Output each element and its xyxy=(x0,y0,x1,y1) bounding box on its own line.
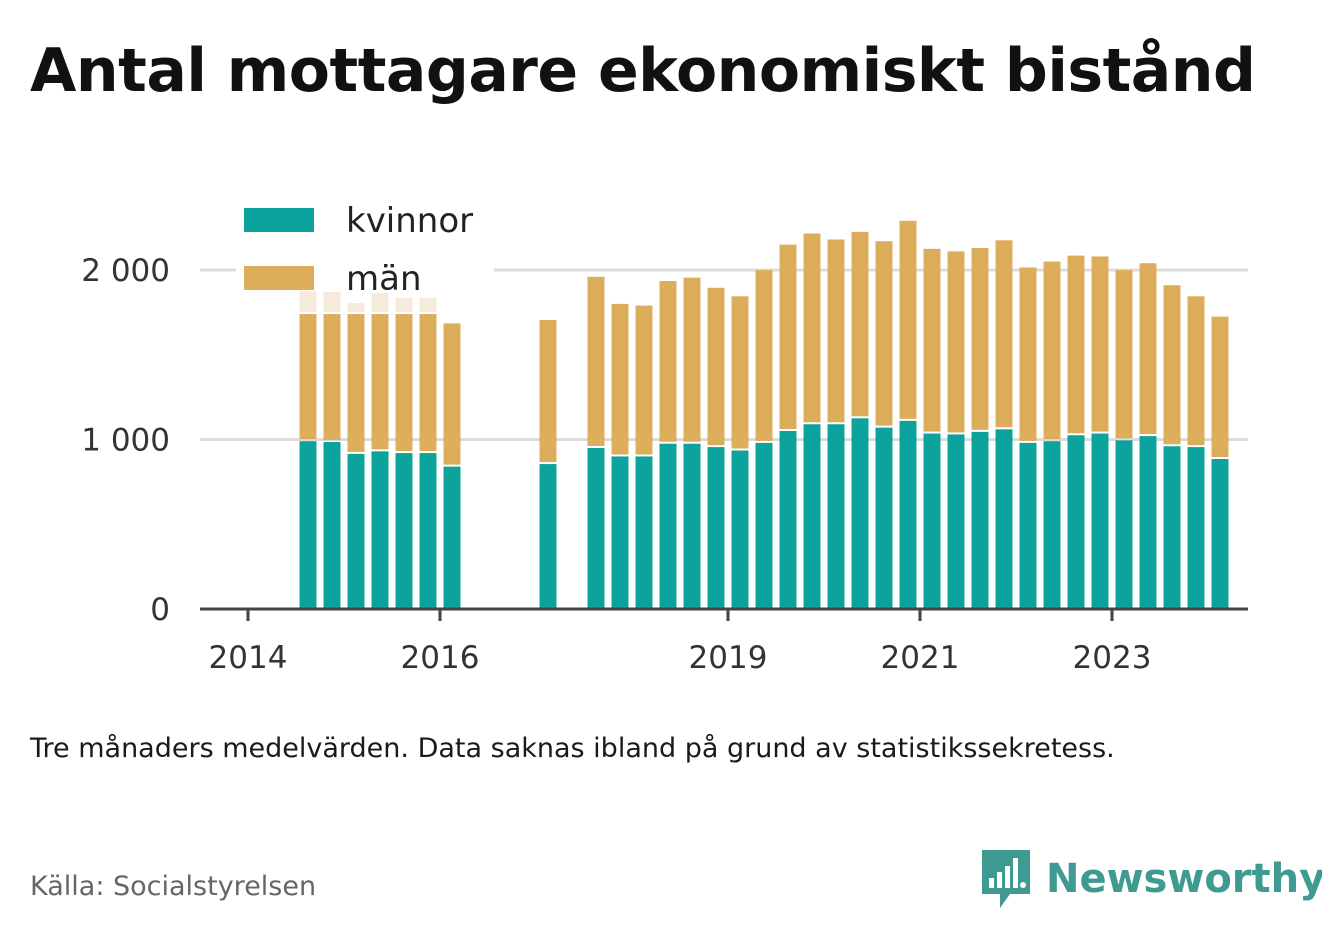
y-tick-label: 1 000 xyxy=(81,423,170,459)
chart-source: Källa: Socialstyrelsen xyxy=(30,871,317,902)
y-tick-label: 2 000 xyxy=(81,253,170,289)
bar-man xyxy=(803,233,821,423)
bar-man xyxy=(1115,270,1133,439)
bar-kvinnor xyxy=(803,424,821,609)
bar-kvinnor xyxy=(347,453,365,609)
bar-man xyxy=(587,276,605,446)
bar-kvinnor xyxy=(995,429,1013,609)
bar-kvinnor xyxy=(1187,447,1205,609)
y-tick-label: 0 xyxy=(150,592,170,628)
bar-man xyxy=(539,320,557,463)
bar-man xyxy=(1211,316,1229,457)
bar-man xyxy=(1139,263,1157,435)
legend-label: kvinnor xyxy=(346,201,473,241)
bar-kvinnor xyxy=(1043,441,1061,609)
bar-man xyxy=(875,241,893,426)
bar-man xyxy=(1067,255,1085,434)
bar-man xyxy=(1043,261,1061,440)
bar-man xyxy=(899,220,917,419)
bar-man xyxy=(611,303,629,455)
bar-kvinnor xyxy=(395,453,413,609)
bar-kvinnor xyxy=(899,420,917,609)
bar-man xyxy=(635,305,653,455)
bar-kvinnor xyxy=(875,427,893,609)
bar-kvinnor xyxy=(923,433,941,609)
bar-man xyxy=(683,277,701,442)
bar-man xyxy=(947,251,965,433)
bar-kvinnor xyxy=(299,441,317,609)
bar-man-faded xyxy=(299,291,317,313)
bar-kvinnor xyxy=(371,451,389,609)
bar-kvinnor xyxy=(539,464,557,609)
bar-man-faded xyxy=(419,297,437,313)
bar-man xyxy=(299,314,317,440)
bar-man xyxy=(851,231,869,417)
bar-man xyxy=(443,323,461,465)
bar-man xyxy=(971,247,989,430)
bar-man xyxy=(995,240,1013,428)
bar-man xyxy=(659,281,677,442)
bar-kvinnor xyxy=(755,442,773,609)
bar-kvinnor xyxy=(1019,442,1037,609)
bar-kvinnor xyxy=(1115,440,1133,609)
bar-man xyxy=(731,296,749,449)
bar-kvinnor xyxy=(827,424,845,609)
bar-kvinnor xyxy=(635,456,653,609)
bar-kvinnor xyxy=(659,443,677,609)
bar-kvinnor xyxy=(1139,436,1157,609)
bar-man-faded xyxy=(371,292,389,313)
bar-man xyxy=(1187,296,1205,446)
bar-man xyxy=(1019,267,1037,441)
legend-label: män xyxy=(346,259,422,299)
bar-kvinnor xyxy=(611,456,629,609)
x-tick-label: 2014 xyxy=(209,640,288,676)
bar-man xyxy=(707,287,725,446)
bar-kvinnor xyxy=(1163,446,1181,609)
bar-kvinnor xyxy=(323,442,341,609)
bar-man-faded xyxy=(323,292,341,313)
bar-kvinnor xyxy=(1211,458,1229,609)
brand-name: Newsworthy xyxy=(1046,856,1322,902)
bar-man xyxy=(1091,256,1109,432)
bar-man xyxy=(371,314,389,450)
bar-kvinnor xyxy=(971,431,989,609)
x-tick-label: 2021 xyxy=(881,640,960,676)
bar-kvinnor xyxy=(419,453,437,609)
bar-kvinnor xyxy=(851,418,869,609)
chart-note: Tre månaders medelvärden. Data saknas ib… xyxy=(30,733,1115,764)
bar-kvinnor xyxy=(947,434,965,609)
bar-kvinnor xyxy=(707,447,725,609)
bar-kvinnor xyxy=(683,443,701,609)
bar-man xyxy=(323,314,341,441)
x-tick-label: 2023 xyxy=(1073,640,1152,676)
x-tick-label: 2016 xyxy=(401,640,480,676)
bar-man xyxy=(347,314,365,452)
legend-swatch xyxy=(244,266,314,290)
bar-chart-speech-icon xyxy=(982,850,1030,908)
bar-man-faded xyxy=(395,297,413,313)
x-tick-label: 2019 xyxy=(689,640,768,676)
brand-logo: Newsworthy xyxy=(980,848,1322,910)
bar-man-faded xyxy=(347,303,365,313)
bar-man xyxy=(395,314,413,452)
bar-man xyxy=(779,244,797,430)
bar-kvinnor xyxy=(587,447,605,609)
bar-man xyxy=(827,239,845,423)
bar-man xyxy=(755,270,773,441)
bar-man xyxy=(419,314,437,452)
bar-man xyxy=(1163,285,1181,445)
bar-kvinnor xyxy=(1067,435,1085,609)
bar-man xyxy=(923,248,941,432)
bar-kvinnor xyxy=(1091,433,1109,609)
bar-kvinnor xyxy=(731,450,749,609)
bar-kvinnor xyxy=(443,466,461,609)
chart-title: Antal mottagare ekonomiskt bistånd xyxy=(30,36,1256,106)
bar-kvinnor xyxy=(779,431,797,609)
legend-swatch xyxy=(244,208,314,232)
